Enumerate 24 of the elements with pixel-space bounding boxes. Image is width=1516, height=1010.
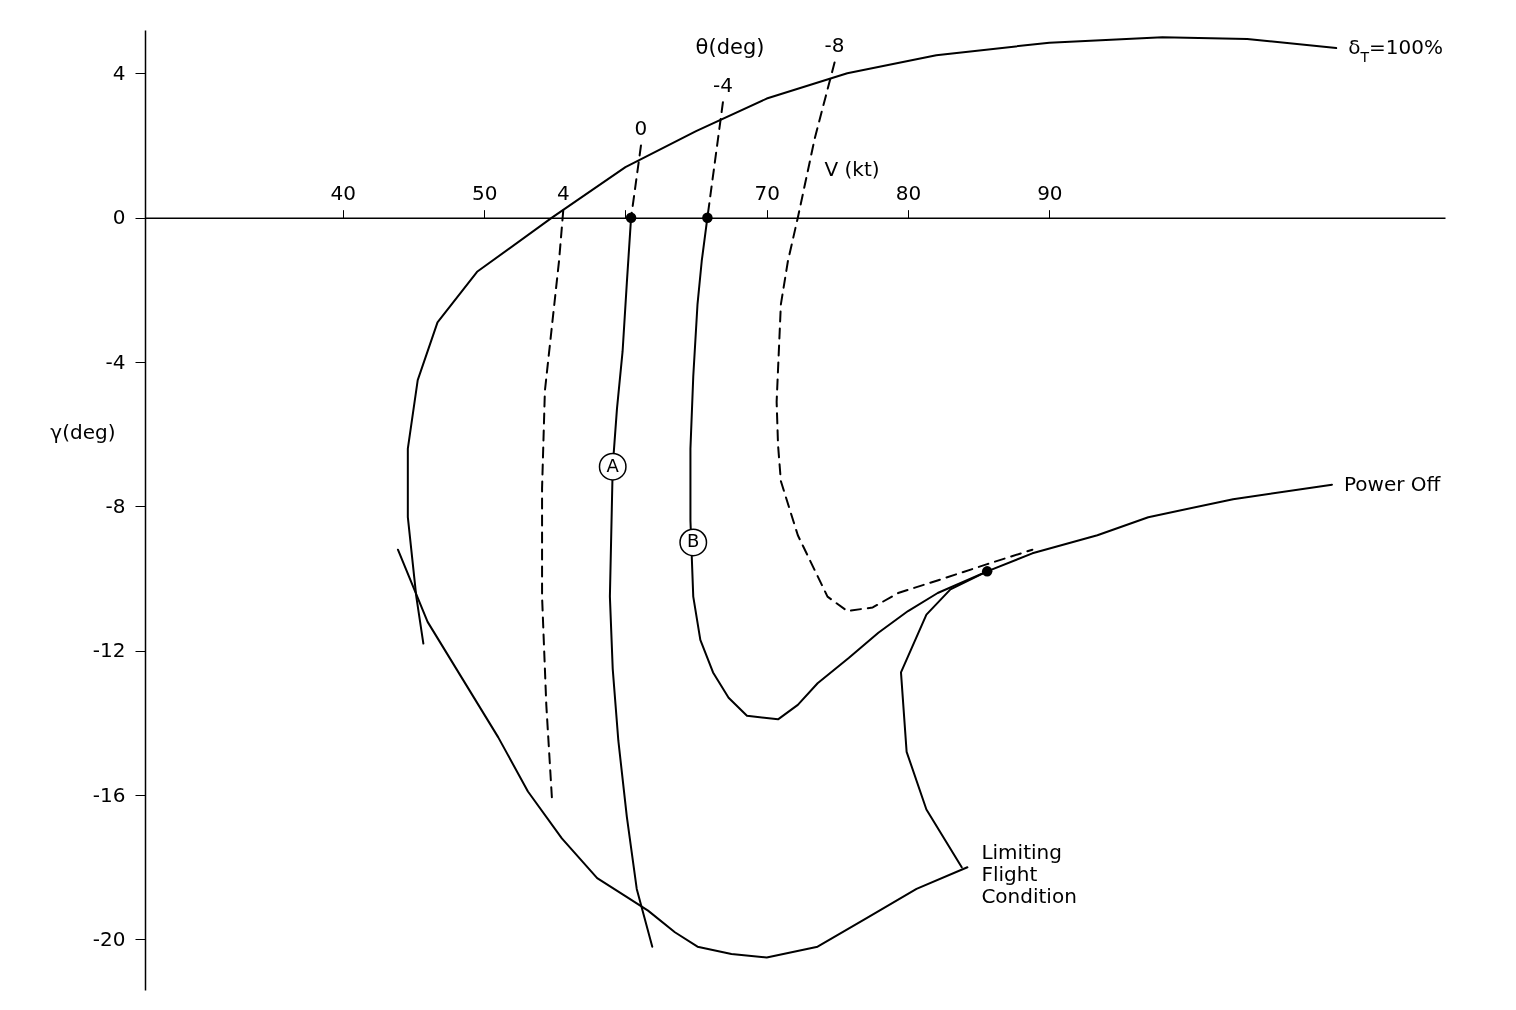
series-label: -8 <box>824 33 845 58</box>
series-label: δ$_{T}$=100% <box>1348 35 1443 66</box>
y-tick-label: -16 <box>92 782 126 807</box>
x-tick-label: 70 <box>754 181 780 206</box>
x-tick-label: 80 <box>895 181 922 206</box>
y-tick-label: -4 <box>105 349 126 374</box>
annotation: A <box>606 454 620 476</box>
annotation: Limiting Flight Condition <box>981 840 1077 909</box>
x-tick-label: 50 <box>471 181 498 206</box>
y-tick-label: 4 <box>112 60 126 85</box>
x-tick-label: 40 <box>330 181 357 206</box>
annotation: B <box>687 530 700 552</box>
y-axis-title: γ(deg) <box>50 420 116 445</box>
series-label: 0 <box>634 116 648 141</box>
series-label: -4 <box>712 73 733 98</box>
series-label: Power Off <box>1343 471 1442 496</box>
y-tick-label: -12 <box>92 638 126 663</box>
annotation: θ(deg) <box>695 35 765 59</box>
x-tick-label: 90 <box>1037 181 1063 206</box>
y-tick-label: -8 <box>105 493 126 518</box>
x-axis-title: V (kt) <box>824 157 880 182</box>
series-label: 4 <box>556 181 570 206</box>
y-tick-label: 0 <box>112 205 126 230</box>
y-tick-label: -20 <box>92 926 126 951</box>
